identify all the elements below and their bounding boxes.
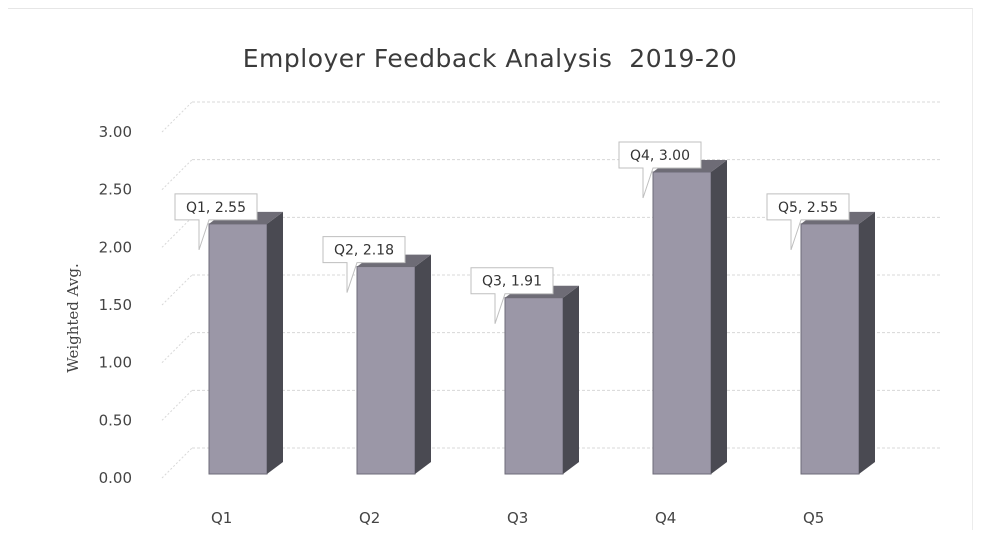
data-label: Q3, 1.91 bbox=[470, 267, 554, 324]
data-label-text: Q1, 2.55 bbox=[186, 200, 246, 216]
data-label-text: Q2, 2.18 bbox=[334, 243, 394, 259]
category-label: Q3 bbox=[507, 509, 528, 527]
gridline-slant bbox=[161, 274, 193, 306]
data-label-box bbox=[470, 267, 554, 324]
data-label-box bbox=[618, 141, 702, 199]
bar-front bbox=[800, 223, 860, 475]
data-label-box bbox=[766, 193, 850, 251]
gridline-slant bbox=[161, 159, 193, 191]
data-label: Q5, 2.55 bbox=[766, 193, 850, 251]
y-tick-label: 0.50 bbox=[99, 411, 132, 429]
y-tick-label: 2.50 bbox=[99, 181, 132, 199]
category-label: Q4 bbox=[655, 509, 676, 527]
gridline-slant bbox=[161, 216, 193, 248]
data-label-box bbox=[174, 193, 258, 251]
data-label: Q1, 2.55 bbox=[174, 193, 258, 251]
bar-q5 bbox=[800, 211, 875, 475]
bar-side bbox=[563, 285, 579, 474]
y-tick-label: 1.50 bbox=[99, 296, 132, 314]
bar-front bbox=[652, 171, 712, 475]
y-tick-label: 0.00 bbox=[99, 469, 132, 487]
gridline-slant bbox=[161, 101, 193, 133]
bar-side bbox=[267, 211, 283, 474]
bar-front bbox=[504, 297, 564, 475]
gridline-slant bbox=[161, 389, 193, 421]
data-label-text: Q5, 2.55 bbox=[778, 200, 838, 216]
bar-side bbox=[711, 160, 727, 474]
bar-front bbox=[356, 266, 416, 475]
bar-side bbox=[859, 211, 875, 474]
data-label-text: Q3, 1.91 bbox=[482, 274, 542, 290]
data-label-text: Q4, 3.00 bbox=[630, 148, 690, 164]
y-tick-label: 2.00 bbox=[99, 238, 132, 256]
bar-q4 bbox=[652, 160, 727, 475]
category-label: Q1 bbox=[211, 509, 232, 527]
category-label: Q2 bbox=[359, 509, 380, 527]
gridlines bbox=[161, 101, 940, 479]
data-label-box bbox=[322, 236, 406, 293]
category-label: Q5 bbox=[803, 509, 824, 527]
bars bbox=[208, 160, 875, 475]
bar-q3 bbox=[504, 285, 579, 475]
bar-side bbox=[415, 254, 431, 474]
chart-title: Employer Feedback Analysis 2019-20 bbox=[243, 44, 738, 73]
gridline-slant bbox=[161, 332, 193, 364]
chart-frame bbox=[8, 8, 973, 530]
bar-q1 bbox=[208, 211, 283, 475]
data-labels: Q1, 2.55 Q2, 2.18 Q3, 1.91 Q4, 3.00 Q5, 2.55 bbox=[174, 141, 850, 324]
y-tick-labels: 0.00 0.50 1.00 1.50 2.00 2.50 3.00 bbox=[99, 123, 132, 487]
gridline-slant bbox=[161, 447, 193, 479]
y-axis-label: Weighted Avg. bbox=[64, 263, 82, 372]
y-tick-label: 3.00 bbox=[99, 123, 132, 141]
bar-front bbox=[208, 223, 268, 475]
data-label: Q4, 3.00 bbox=[618, 141, 702, 199]
bar-q2 bbox=[356, 254, 431, 475]
y-tick-label: 1.00 bbox=[99, 354, 132, 372]
data-label: Q2, 2.18 bbox=[322, 236, 406, 293]
category-labels: Q1 Q2 Q3 Q4 Q5 bbox=[211, 509, 824, 527]
